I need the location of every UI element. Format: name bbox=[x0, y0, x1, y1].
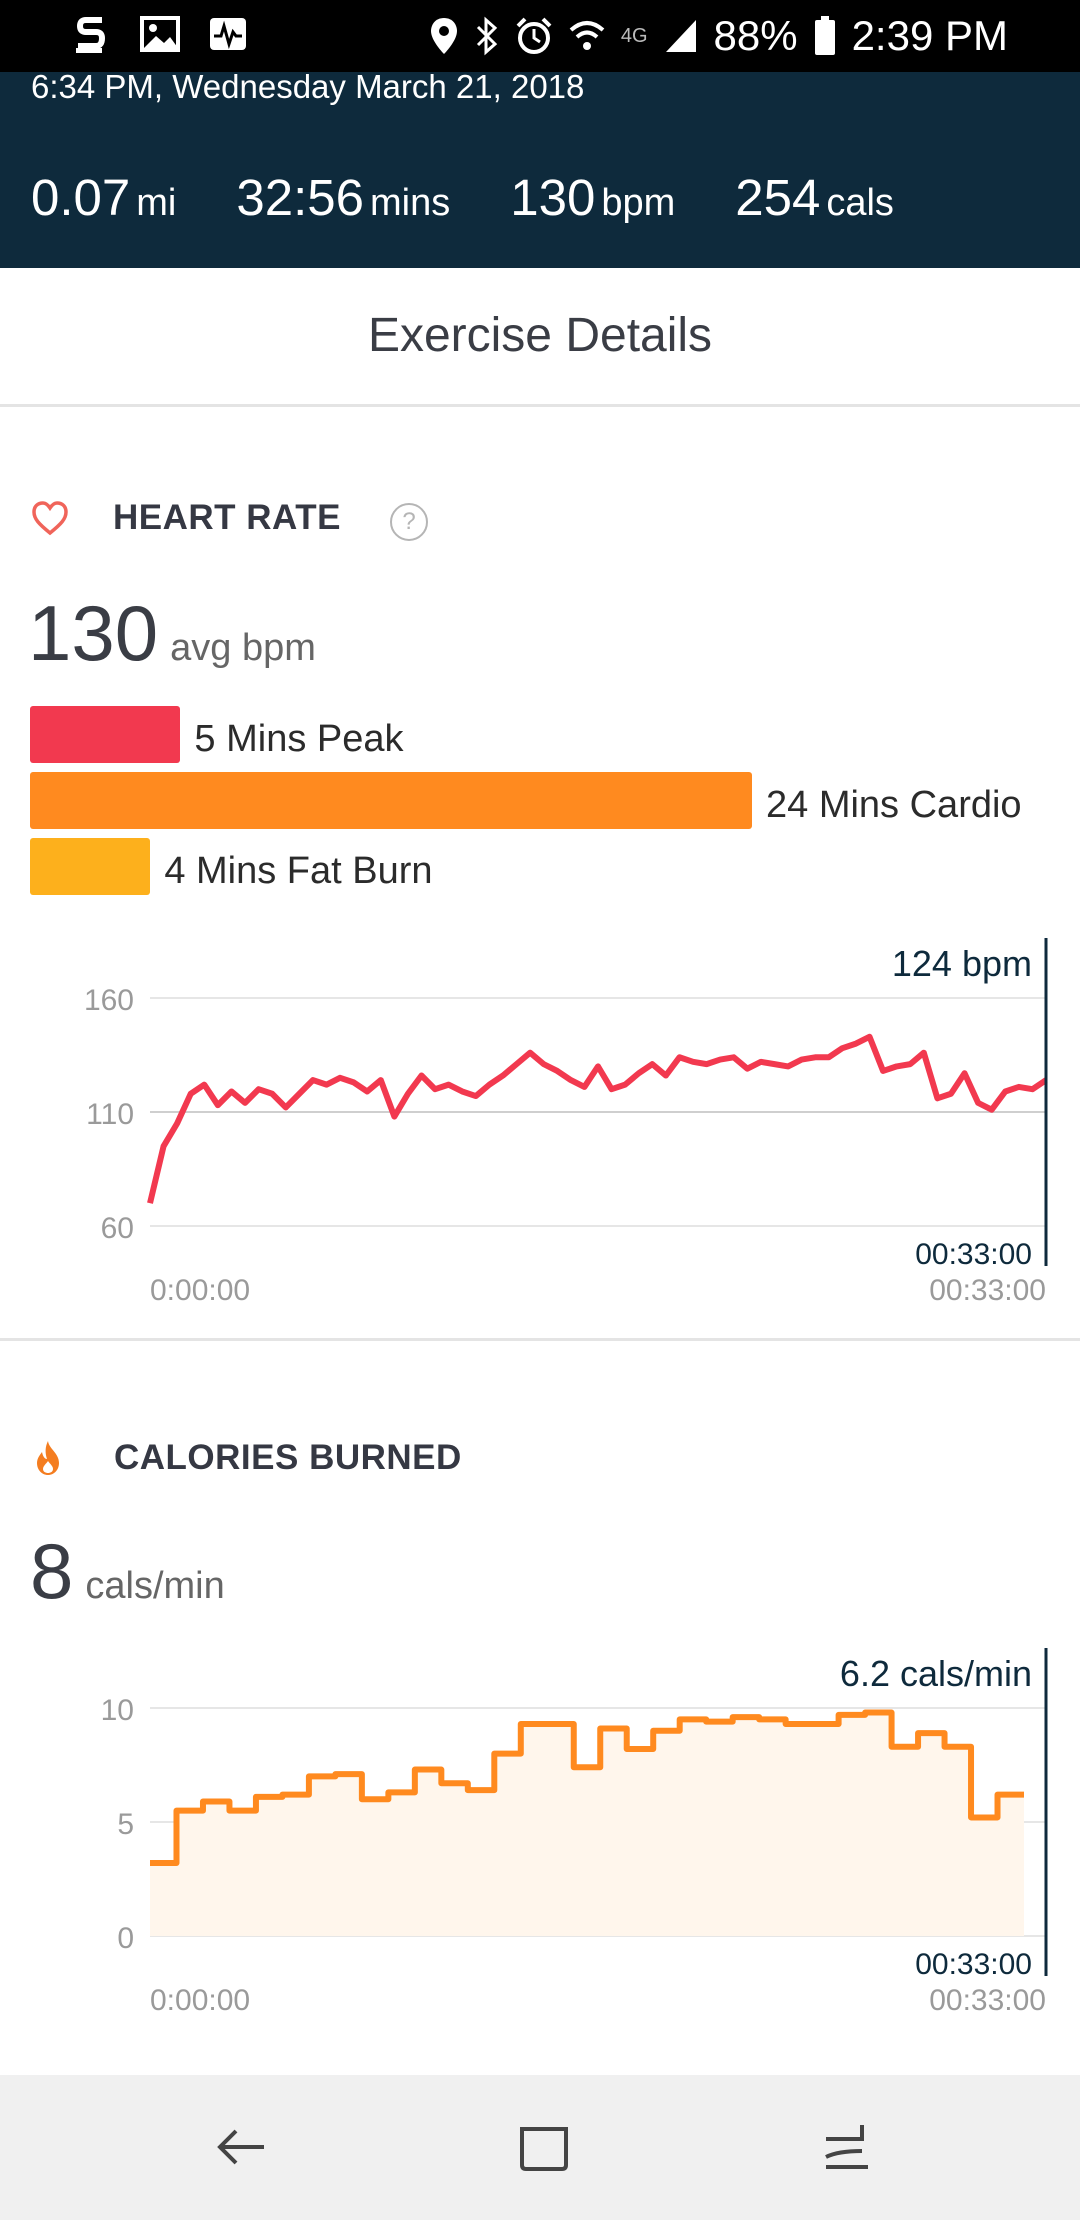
avg-calories-value: 8 bbox=[30, 1527, 74, 1615]
stat-value: 32:56 bbox=[236, 169, 364, 226]
wifi-icon bbox=[569, 21, 605, 50]
back-icon[interactable] bbox=[212, 2117, 272, 2177]
y-tick-label: 160 bbox=[84, 984, 134, 1017]
stat-heart-rate: 130 bpm bbox=[510, 168, 675, 227]
cursor-time-label: 00:33:00 bbox=[915, 1238, 1032, 1271]
stat-value: 0.07 bbox=[31, 169, 131, 226]
page-title: Exercise Details bbox=[0, 268, 1080, 407]
recent-apps-icon[interactable] bbox=[818, 2117, 878, 2177]
avg-calories: 8 cals/min bbox=[30, 1526, 225, 1617]
x-start-label: 0:00:00 bbox=[150, 1274, 250, 1307]
x-end-label: 00:33:00 bbox=[929, 1984, 1046, 2017]
y-tick-label: 10 bbox=[101, 1694, 134, 1727]
y-tick-label: 0 bbox=[117, 1922, 134, 1955]
x-end-label: 00:33:00 bbox=[929, 1274, 1046, 1307]
heart-icon bbox=[32, 501, 68, 536]
area-fill bbox=[150, 1712, 1024, 1936]
stat-value: 130 bbox=[510, 169, 596, 226]
avg-calories-unit: cals/min bbox=[85, 1565, 225, 1607]
stat-unit: bpm bbox=[601, 182, 676, 224]
heart-rate-title: HEART RATE bbox=[113, 498, 341, 537]
bluetooth-icon bbox=[476, 16, 498, 56]
help-icon[interactable]: ? bbox=[390, 503, 428, 541]
calories-title: CALORIES BURNED bbox=[114, 1438, 462, 1477]
gallery-icon bbox=[140, 16, 180, 52]
heart-rate-chart[interactable]: 160 110 60 124 bpm 00:33:00 0:00:00 00:33:00 bbox=[0, 930, 1080, 1310]
exercise-stats: 0.07 mi 32:56 mins 130 bpm 254 cals bbox=[31, 168, 954, 227]
zone-bar-fat-burn bbox=[30, 838, 151, 895]
cursor-time-label: 00:33:00 bbox=[915, 1948, 1032, 1981]
s-health-icon bbox=[76, 17, 106, 53]
location-icon bbox=[430, 18, 457, 54]
flame-icon bbox=[37, 1441, 59, 1475]
battery-icon bbox=[814, 16, 835, 55]
stat-unit: cals bbox=[826, 182, 894, 224]
stat-calories: 254 cals bbox=[735, 168, 894, 227]
stat-value: 254 bbox=[735, 169, 821, 226]
cursor-value-label: 6.2 cals/min bbox=[840, 1653, 1032, 1694]
system-nav-bar bbox=[0, 2075, 1080, 2220]
home-icon[interactable] bbox=[514, 2117, 574, 2177]
calories-header: CALORIES BURNED bbox=[33, 1438, 462, 1478]
activity-icon bbox=[210, 18, 246, 50]
y-tick-label: 5 bbox=[117, 1808, 134, 1841]
zone-label-peak: 5 Mins Peak bbox=[194, 718, 404, 760]
status-bar-right: 4G 88% 2:39 PM bbox=[429, 8, 1008, 64]
zone-bar-cardio bbox=[30, 772, 752, 829]
x-start-label: 0:00:00 bbox=[150, 1984, 250, 2017]
exercise-datetime: 6:34 PM, Wednesday March 21, 2018 bbox=[31, 68, 585, 105]
status-bar-left-icons bbox=[72, 14, 248, 54]
avg-heart-rate-unit: avg bpm bbox=[170, 627, 316, 669]
y-tick-label: 60 bbox=[101, 1212, 134, 1245]
stat-unit: mi bbox=[136, 182, 177, 224]
zone-label-fat-burn: 4 Mins Fat Burn bbox=[164, 850, 433, 892]
series-line bbox=[147, 1033, 1048, 1204]
cursor-value-label: 124 bpm bbox=[892, 943, 1032, 984]
stat-duration: 32:56 mins bbox=[236, 168, 450, 227]
status-bar: 4G 88% 2:39 PM bbox=[0, 0, 1080, 72]
signal-icon bbox=[665, 20, 696, 52]
zone-bar-peak bbox=[30, 706, 181, 763]
heart-rate-header: HEART RATE bbox=[31, 498, 341, 538]
avg-heart-rate: 130 avg bpm bbox=[28, 588, 316, 679]
alarm-icon bbox=[516, 17, 552, 54]
zone-label-cardio: 24 Mins Cardio bbox=[766, 784, 1022, 826]
series-line bbox=[150, 1709, 1024, 1867]
battery-percent: 88% bbox=[713, 12, 798, 59]
avg-heart-rate-value: 130 bbox=[28, 589, 159, 677]
exercise-summary-header: 6:34 PM, Wednesday March 21, 2018 0.07 mi… bbox=[0, 68, 1080, 268]
clock: 2:39 PM bbox=[851, 12, 1008, 59]
calories-chart[interactable]: 10 5 0 6.2 cals/min 00:33:00 0:00:00 00:33:00 bbox=[0, 1640, 1080, 2020]
network-type: 4G bbox=[620, 24, 648, 47]
stat-distance: 0.07 mi bbox=[31, 168, 176, 227]
section-divider bbox=[0, 1338, 1080, 1341]
stat-unit: mins bbox=[370, 182, 451, 224]
y-tick-label: 110 bbox=[86, 1098, 134, 1131]
